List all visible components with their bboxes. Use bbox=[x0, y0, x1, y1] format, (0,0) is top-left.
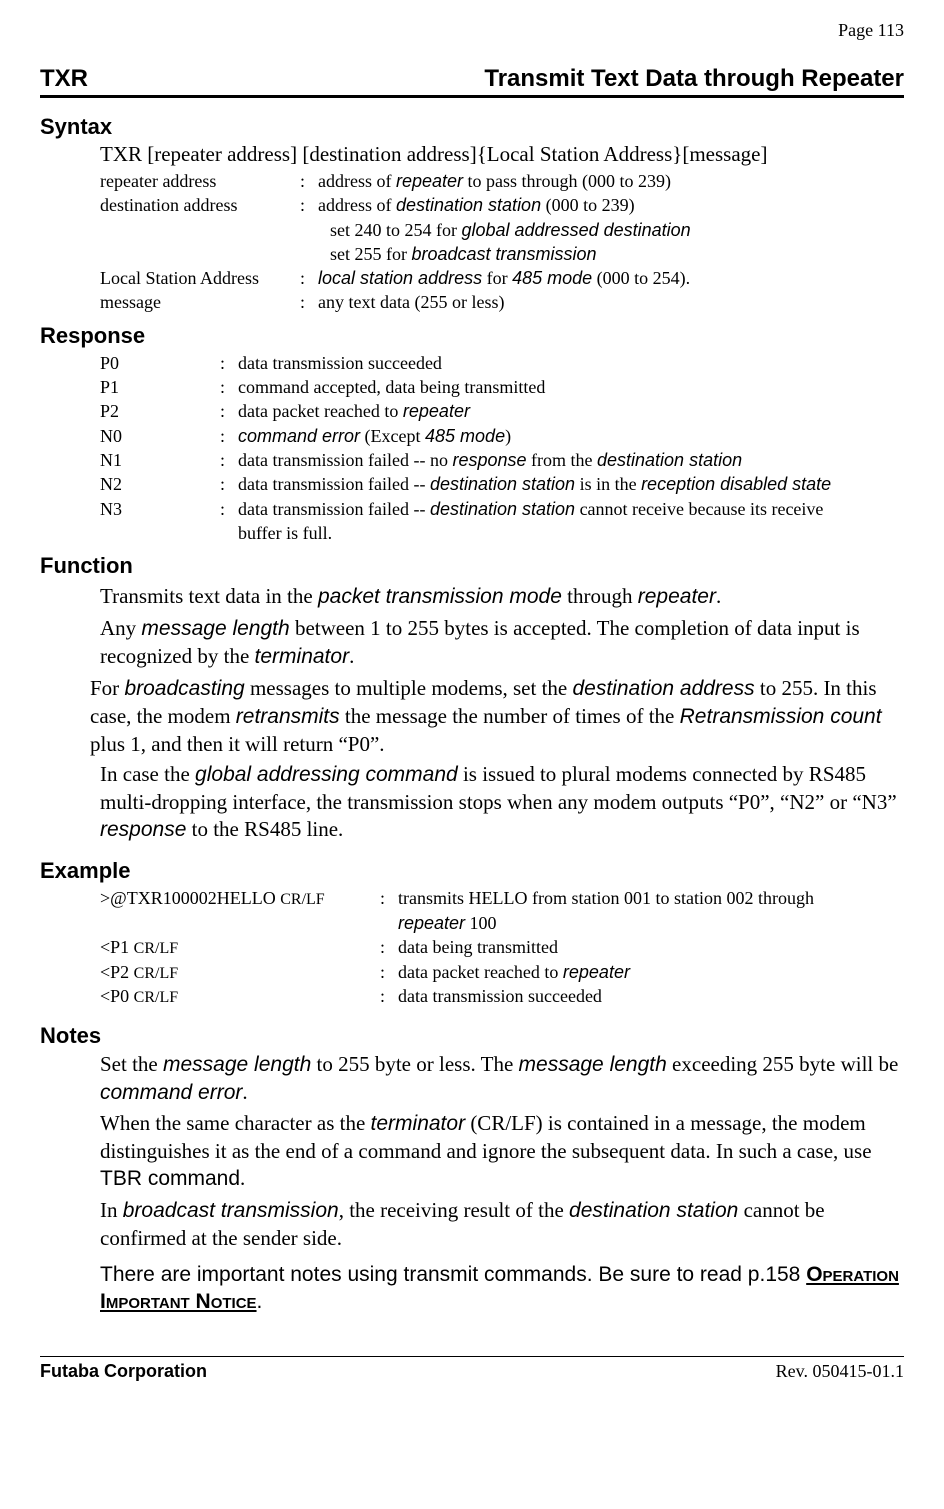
colon: : bbox=[220, 448, 238, 472]
response-label: P0 bbox=[100, 351, 220, 375]
example-row: <P1 CR/LF : data being transmitted bbox=[100, 935, 904, 960]
response-desc: command error (Except 485 mode) bbox=[238, 424, 904, 448]
param-label: destination address bbox=[100, 193, 300, 217]
colon: : bbox=[300, 290, 318, 314]
notes-p3: In broadcast transmission, the receiving… bbox=[100, 1197, 904, 1252]
page-footer: Futaba Corporation Rev. 050415-01.1 bbox=[40, 1356, 904, 1382]
example-row: <P2 CR/LF : data packet reached to repea… bbox=[100, 960, 904, 985]
response-row: P0 : data transmission succeeded bbox=[100, 351, 904, 375]
example-label: <P2 CR/LF bbox=[100, 960, 380, 985]
title-row: TXR Transmit Text Data through Repeater bbox=[40, 65, 904, 98]
example-heading: Example bbox=[40, 858, 904, 884]
response-label: N1 bbox=[100, 448, 220, 472]
response-desc: data transmission failed -- no response … bbox=[238, 448, 904, 472]
response-label: P2 bbox=[100, 399, 220, 423]
colon: : bbox=[380, 984, 398, 1009]
function-p4: In case the global addressing command is… bbox=[100, 761, 904, 844]
param-row: destination address : address of destina… bbox=[100, 193, 904, 217]
example-label: <P0 CR/LF bbox=[100, 984, 380, 1009]
response-label: N3 bbox=[100, 497, 220, 521]
colon: : bbox=[220, 351, 238, 375]
example-desc: transmits HELLO from station 001 to stat… bbox=[398, 886, 904, 911]
colon: : bbox=[220, 472, 238, 496]
param-label: message bbox=[100, 290, 300, 314]
colon: : bbox=[300, 193, 318, 217]
example-desc: data packet reached to repeater bbox=[398, 960, 904, 985]
param-row: Local Station Address : local station ad… bbox=[100, 266, 904, 290]
colon: : bbox=[380, 960, 398, 985]
syntax-line: TXR [repeater address] [destination addr… bbox=[100, 142, 904, 167]
function-p1: Transmits text data in the packet transm… bbox=[100, 583, 904, 611]
function-p3: For broadcasting messages to multiple mo… bbox=[90, 675, 904, 758]
colon: : bbox=[220, 399, 238, 423]
param-label: repeater address bbox=[100, 169, 300, 193]
response-row: N3 : data transmission failed -- destina… bbox=[100, 497, 904, 521]
colon: : bbox=[300, 169, 318, 193]
function-heading: Function bbox=[40, 553, 904, 579]
example-cont: repeater 100 bbox=[398, 911, 904, 935]
example-row: >@TXR100002HELLO CR/LF : transmits HELLO… bbox=[100, 886, 904, 911]
response-row: N0 : command error (Except 485 mode) bbox=[100, 424, 904, 448]
param-extra: set 255 for broadcast transmission bbox=[318, 242, 904, 266]
colon: : bbox=[220, 424, 238, 448]
command-title: Transmit Text Data through Repeater bbox=[484, 65, 904, 93]
page-number: Page 113 bbox=[40, 20, 904, 41]
colon: : bbox=[220, 375, 238, 399]
notes-p1: Set the message length to 255 byte or le… bbox=[100, 1051, 904, 1107]
response-label: P1 bbox=[100, 375, 220, 399]
param-desc: any text data (255 or less) bbox=[318, 290, 904, 314]
example-row: <P0 CR/LF : data transmission succeeded bbox=[100, 984, 904, 1009]
response-label: N0 bbox=[100, 424, 220, 448]
colon: : bbox=[300, 266, 318, 290]
syntax-heading: Syntax bbox=[40, 114, 904, 140]
response-label: N2 bbox=[100, 472, 220, 496]
response-desc: command accepted, data being transmitted bbox=[238, 375, 904, 399]
example-label: >@TXR100002HELLO CR/LF bbox=[100, 886, 380, 911]
response-desc: data transmission failed -- destination … bbox=[238, 472, 904, 496]
response-desc: data transmission failed -- destination … bbox=[238, 497, 904, 521]
command-code: TXR bbox=[40, 65, 88, 93]
notes-p2: When the same character as the terminato… bbox=[100, 1110, 904, 1193]
response-desc: data transmission succeeded bbox=[238, 351, 904, 375]
response-heading: Response bbox=[40, 323, 904, 349]
response-row: N2 : data transmission failed -- destina… bbox=[100, 472, 904, 496]
footer-right: Rev. 050415-01.1 bbox=[776, 1361, 904, 1382]
param-label: Local Station Address bbox=[100, 266, 300, 290]
param-desc: address of destination station (000 to 2… bbox=[318, 193, 904, 217]
response-desc: data packet reached to repeater bbox=[238, 399, 904, 423]
param-desc: address of repeater to pass through (000… bbox=[318, 169, 904, 193]
colon: : bbox=[380, 886, 398, 911]
notes-heading: Notes bbox=[40, 1023, 904, 1049]
param-extra: set 240 to 254 for global addressed dest… bbox=[318, 218, 904, 242]
response-row: P1 : command accepted, data being transm… bbox=[100, 375, 904, 399]
example-label: <P1 CR/LF bbox=[100, 935, 380, 960]
colon: : bbox=[220, 497, 238, 521]
param-row: message : any text data (255 or less) bbox=[100, 290, 904, 314]
footer-left: Futaba Corporation bbox=[40, 1361, 207, 1382]
response-row: N1 : data transmission failed -- no resp… bbox=[100, 448, 904, 472]
param-desc: local station address for 485 mode (000 … bbox=[318, 266, 904, 290]
example-desc: data transmission succeeded bbox=[398, 984, 904, 1009]
example-desc: data being transmitted bbox=[398, 935, 904, 960]
notes-p4: There are important notes using transmit… bbox=[100, 1262, 904, 1316]
response-cont: buffer is full. bbox=[238, 521, 904, 545]
colon: : bbox=[380, 935, 398, 960]
param-row: repeater address : address of repeater t… bbox=[100, 169, 904, 193]
response-row: P2 : data packet reached to repeater bbox=[100, 399, 904, 423]
function-p2: Any message length between 1 to 255 byte… bbox=[100, 615, 904, 671]
